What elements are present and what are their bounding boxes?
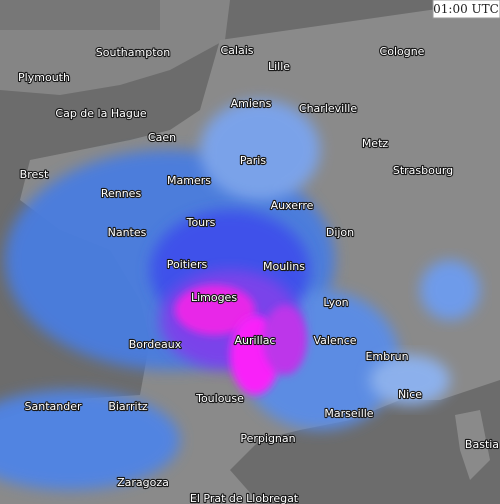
city-label: Nantes	[108, 226, 147, 239]
city-label: Cologne	[380, 45, 425, 58]
city-label: Lyon	[323, 296, 348, 309]
timestamp-box: 01:00 UTC	[432, 0, 500, 19]
city-label: Cap de la Hague	[55, 107, 146, 120]
city-label: Caen	[148, 131, 176, 144]
city-label: Plymouth	[18, 71, 70, 84]
city-label: Paris	[240, 154, 266, 167]
city-label: Bordeaux	[129, 338, 182, 351]
city-label: Charleville	[299, 102, 357, 115]
city-label: Strasbourg	[393, 164, 453, 177]
city-label: Nice	[398, 388, 422, 401]
city-label: Aurillac	[235, 334, 276, 347]
city-label: Amiens	[231, 97, 272, 110]
city-label: Southampton	[96, 46, 170, 59]
timestamp-background	[432, 0, 500, 19]
city-label: Marseille	[324, 407, 373, 420]
city-label: Valence	[313, 334, 356, 347]
city-label: Tours	[186, 216, 216, 229]
city-label: Toulouse	[195, 392, 244, 405]
city-label: Calais	[220, 44, 253, 57]
city-label: Brest	[20, 168, 49, 181]
city-label: Auxerre	[271, 199, 314, 212]
city-label: Poitiers	[167, 258, 208, 271]
city-label: Rennes	[101, 187, 142, 200]
radar-echoes	[0, 100, 480, 490]
city-label: Moulins	[263, 260, 305, 273]
city-label: Metz	[362, 137, 389, 150]
city-label: Santander	[25, 400, 82, 413]
city-label: Limoges	[191, 291, 237, 304]
city-label: Mamers	[167, 174, 211, 187]
city-labels: Southampton Calais Lille Cologne Plymout…	[17, 43, 500, 504]
timestamp: 01:00 UTC	[433, 2, 499, 16]
city-label: Dijon	[326, 226, 354, 239]
city-label: Biarritz	[108, 400, 148, 413]
city-label: El Prat de Llobregat	[190, 492, 299, 504]
city-label: Lille	[268, 60, 290, 73]
city-label: Perpignan	[240, 432, 295, 445]
city-label: Embrun	[365, 350, 408, 363]
city-label: Bastia	[465, 438, 499, 451]
city-label: Zaragoza	[117, 476, 169, 489]
